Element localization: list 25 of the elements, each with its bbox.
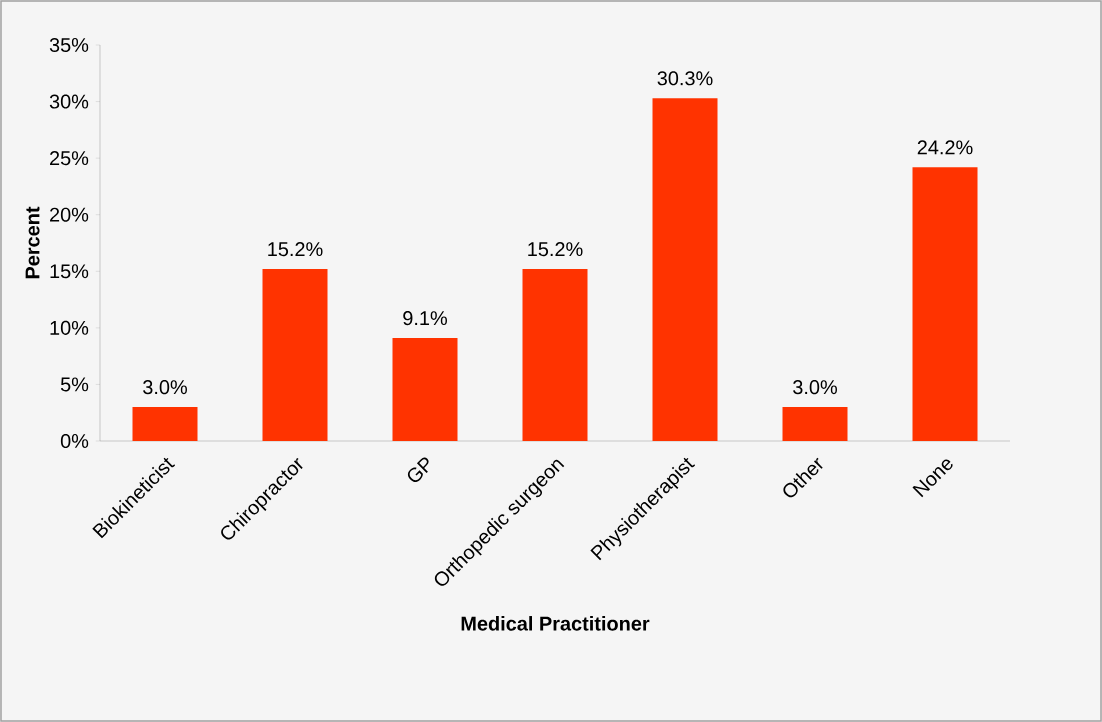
y-tick-label: 30% bbox=[49, 94, 89, 109]
bar bbox=[392, 338, 458, 441]
y-tick-label: 35% bbox=[49, 37, 89, 53]
y-tick-label: 0% bbox=[60, 433, 89, 449]
y-axis-title: Percent bbox=[25, 206, 40, 279]
y-tick-label: 20% bbox=[50, 207, 89, 222]
y-tick-label: 10% bbox=[50, 320, 89, 335]
bar bbox=[262, 269, 328, 441]
y-tick-label: 5% bbox=[60, 377, 89, 392]
bar bbox=[912, 167, 978, 441]
data-label: 15.2% bbox=[268, 242, 323, 257]
bar bbox=[522, 269, 588, 441]
bar bbox=[652, 98, 718, 441]
x-tick-label: GP bbox=[407, 457, 429, 482]
data-label: 30.3% bbox=[657, 71, 713, 86]
y-tick-label: 15% bbox=[50, 264, 89, 279]
data-label: 9.1% bbox=[403, 311, 447, 326]
data-label: 3.0% bbox=[793, 380, 837, 395]
data-label: 24.2% bbox=[917, 140, 973, 155]
data-label: 3.0% bbox=[143, 380, 187, 395]
x-axis-title: Medical Practitioner bbox=[461, 616, 650, 631]
data-label: 15.2% bbox=[528, 242, 583, 257]
y-tick-label: 25% bbox=[50, 151, 89, 166]
bar bbox=[132, 407, 198, 441]
bar bbox=[782, 407, 848, 441]
